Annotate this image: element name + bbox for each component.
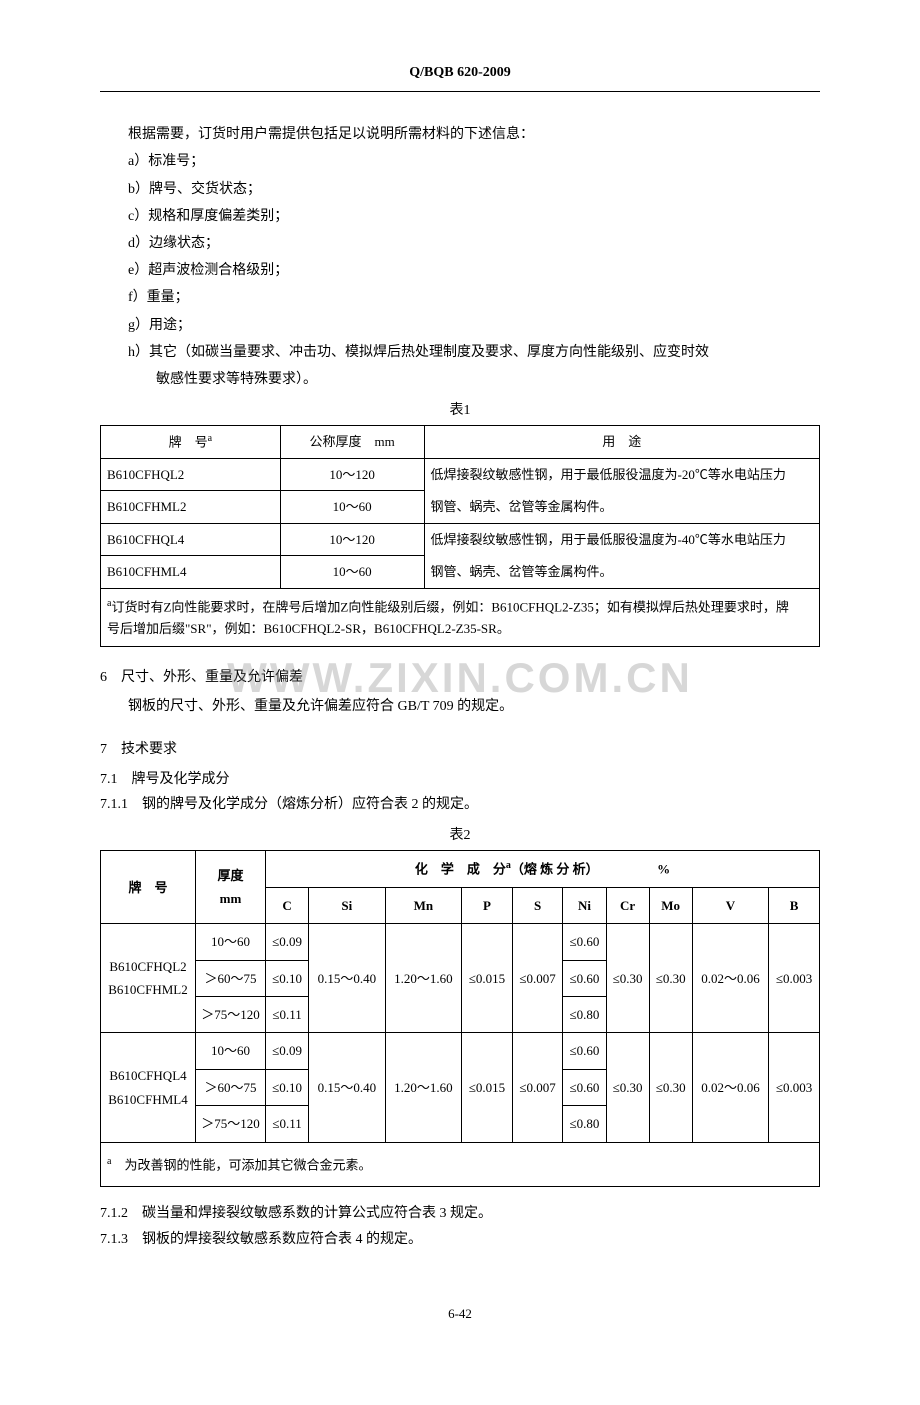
table2-g1r1-C: ≤0.09 <box>266 924 309 960</box>
section-6-title: 6 尺寸、外形、重量及允许偏差 <box>100 665 820 690</box>
section-6-body: 钢板的尺寸、外形、重量及允许偏差应符合 GB/T 709 的规定。 <box>100 694 820 719</box>
table2-g2-V: 0.02～0.06 <box>692 1033 769 1142</box>
section-7-1-3: 7.1.3 钢板的焊接裂纹敏感系数应符合表 4 的规定。 <box>100 1227 820 1252</box>
table1-header-usage: 用 途 <box>424 426 819 459</box>
table2-g1r2-thick: ＞60～75 <box>196 960 266 996</box>
table2-g2-Cr: ≤0.30 <box>606 1033 649 1142</box>
table2-elem-Mo: Mo <box>649 887 692 923</box>
table2-elem-P: P <box>462 887 513 923</box>
table1-r1-usage: 低焊接裂纹敏感性钢，用于最低服役温度为-20℃等水电站压力 <box>424 458 819 490</box>
table2-elem-S: S <box>512 887 563 923</box>
table1-r2-thickness: 10～60 <box>280 491 424 523</box>
table2-g1-Mn: 1.20～1.60 <box>385 924 462 1033</box>
document-header: Q/BQB 620-2009 <box>100 60 820 92</box>
table2-g2r2-Ni: ≤0.60 <box>563 1069 606 1105</box>
table2-g2-B: ≤0.003 <box>769 1033 820 1142</box>
table2-g2r1-C: ≤0.09 <box>266 1033 309 1069</box>
table1-r3-thickness: 10～120 <box>280 523 424 555</box>
page-number: 6-42 <box>100 1302 820 1325</box>
section-7-1-1: 7.1.1 钢的牌号及化学成分（熔炼分析）应符合表 2 的规定。 <box>100 792 820 817</box>
table1-label: 表1 <box>100 398 820 423</box>
table2-g2-Mo: ≤0.30 <box>649 1033 692 1142</box>
table2-g2-S: ≤0.007 <box>512 1033 563 1142</box>
table1-header-grade: 牌 号a <box>101 426 281 459</box>
list-item-h-line2: 敏感性要求等特殊要求）。 <box>100 367 820 392</box>
table2-g1-grades: B610CFHQL2B610CFHML2 <box>101 924 196 1033</box>
table2-header-chem: 化 学 成 分a（熔 炼 分 析） % <box>266 851 820 888</box>
table2-g1-S: ≤0.007 <box>512 924 563 1033</box>
table2-g1r2-C: ≤0.10 <box>266 960 309 996</box>
table2-g2-Si: 0.15～0.40 <box>309 1033 386 1142</box>
table1: 牌 号a 公称厚度 mm 用 途 B610CFHQL2 10～120 低焊接裂纹… <box>100 425 820 647</box>
table2-g1r3-thick: ＞75～120 <box>196 997 266 1033</box>
table2-elem-Mn: Mn <box>385 887 462 923</box>
section-7-title: 7 技术要求 <box>100 737 820 762</box>
table2-g1-P: ≤0.015 <box>462 924 513 1033</box>
table2-g2r3-Ni: ≤0.80 <box>563 1106 606 1142</box>
list-item-e: e）超声波检测合格级别； <box>100 258 820 283</box>
table2-elem-B: B <box>769 887 820 923</box>
table2-g1-Mo: ≤0.30 <box>649 924 692 1033</box>
table1-r4-grade: B610CFHML4 <box>101 556 281 588</box>
table2-label: 表2 <box>100 823 820 848</box>
table2: 牌 号 厚度mm 化 学 成 分a（熔 炼 分 析） % C Si Mn P S… <box>100 850 820 1187</box>
table1-r2-grade: B610CFHML2 <box>101 491 281 523</box>
table2-header-thickness: 厚度mm <box>196 851 266 924</box>
table2-g2r1-Ni: ≤0.60 <box>563 1033 606 1069</box>
table2-g1r1-Ni: ≤0.60 <box>563 924 606 960</box>
table1-r4-thickness: 10～60 <box>280 556 424 588</box>
list-item-c: c）规格和厚度偏差类别； <box>100 204 820 229</box>
table2-g2-grades: B610CFHQL4B610CFHML4 <box>101 1033 196 1142</box>
table1-r3-usage: 低焊接裂纹敏感性钢，用于最低服役温度为-40℃等水电站压力 <box>424 523 819 555</box>
table2-g2r3-C: ≤0.11 <box>266 1106 309 1142</box>
table1-note: a订货时有Z向性能要求时，在牌号后增加Z向性能级别后缀，例如：B610CFHQL… <box>101 588 820 647</box>
list-item-f: f）重量； <box>100 285 820 310</box>
section-7-1: 7.1 牌号及化学成分 <box>100 767 820 792</box>
list-item-h-line1: h）其它（如碳当量要求、冲击功、模拟焊后热处理制度及要求、厚度方向性能级别、应变… <box>100 340 820 365</box>
table2-elem-Cr: Cr <box>606 887 649 923</box>
table2-elem-C: C <box>266 887 309 923</box>
table1-r2-usage: 钢管、蜗壳、岔管等金属构件。 <box>424 491 819 523</box>
table2-g1r2-Ni: ≤0.60 <box>563 960 606 996</box>
table2-g1r3-C: ≤0.11 <box>266 997 309 1033</box>
list-item-d: d）边缘状态； <box>100 231 820 256</box>
list-item-g: g）用途； <box>100 313 820 338</box>
table2-g2r2-C: ≤0.10 <box>266 1069 309 1105</box>
table2-g1-B: ≤0.003 <box>769 924 820 1033</box>
table1-header-thickness: 公称厚度 mm <box>280 426 424 459</box>
table2-g2r3-thick: ＞75～120 <box>196 1106 266 1142</box>
list-item-a: a）标准号； <box>100 149 820 174</box>
table1-r4-usage: 钢管、蜗壳、岔管等金属构件。 <box>424 556 819 588</box>
table2-g1-V: 0.02～0.06 <box>692 924 769 1033</box>
table1-r1-thickness: 10～120 <box>280 458 424 490</box>
table2-elem-V: V <box>692 887 769 923</box>
table2-elem-Ni: Ni <box>563 887 606 923</box>
table1-r1-grade: B610CFHQL2 <box>101 458 281 490</box>
table2-g1r3-Ni: ≤0.80 <box>563 997 606 1033</box>
table2-elem-Si: Si <box>309 887 386 923</box>
table1-r3-grade: B610CFHQL4 <box>101 523 281 555</box>
table2-note: a 为改善钢的性能，可添加其它微合金元素。 <box>101 1142 820 1187</box>
table2-g2-P: ≤0.015 <box>462 1033 513 1142</box>
table2-header-grade: 牌 号 <box>101 851 196 924</box>
list-item-b: b）牌号、交货状态； <box>100 177 820 202</box>
table2-g1-Cr: ≤0.30 <box>606 924 649 1033</box>
table2-g2-Mn: 1.20～1.60 <box>385 1033 462 1142</box>
table2-g2r1-thick: 10～60 <box>196 1033 266 1069</box>
section-7-1-2: 7.1.2 碳当量和焊接裂纹敏感系数的计算公式应符合表 3 规定。 <box>100 1201 820 1226</box>
table2-g1-Si: 0.15～0.40 <box>309 924 386 1033</box>
table2-g2r2-thick: ＞60～75 <box>196 1069 266 1105</box>
table2-g1r1-thick: 10～60 <box>196 924 266 960</box>
intro-paragraph: 根据需要，订货时用户需提供包括足以说明所需材料的下述信息： <box>100 122 820 147</box>
